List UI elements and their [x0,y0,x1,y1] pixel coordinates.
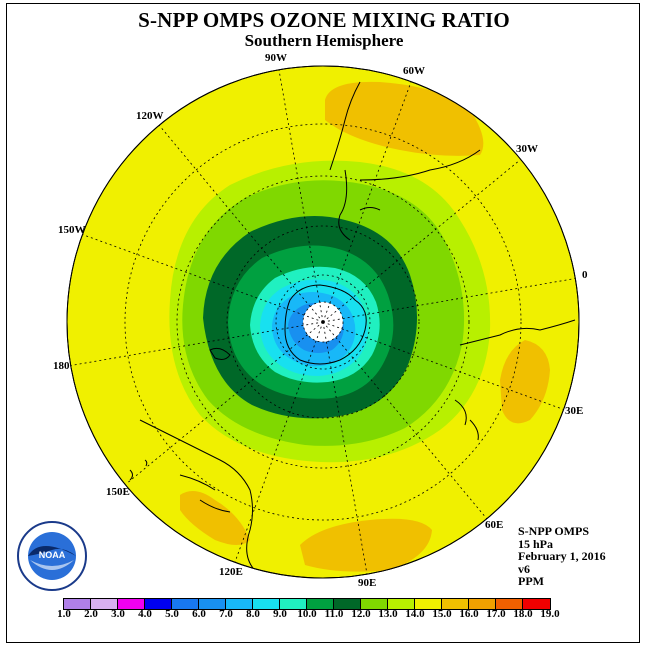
coastlines [129,81,576,576]
lon-label-30w: 30W [516,143,538,155]
colorbar-cell [172,599,199,609]
lon-label-90w: 90W [265,52,287,64]
ozone-zone-high-2 [500,340,550,424]
lon-label-0: 0 [582,269,588,281]
colorbar-label: 2.0 [84,608,98,620]
colorbar-cell [388,599,415,609]
colorbar-label: 16.0 [459,608,479,620]
colorbar-cell [523,599,550,609]
colorbar-label: 10.0 [297,608,317,620]
colorbar-cell [361,599,388,609]
colorbar [63,598,551,610]
colorbar-label: 15.0 [432,608,452,620]
lon-label-150w: 150W [58,224,86,236]
info-pressure: 15 hPa [518,536,554,551]
colorbar-cell [280,599,307,609]
colorbar-label: 11.0 [324,608,344,620]
lon-label-60w: 60W [403,65,425,77]
figure-frame [6,3,640,643]
colorbar-label: 19.0 [540,608,560,620]
colorbar-cell [334,599,361,609]
lon-label-120e: 120E [219,566,243,578]
lon-label-120w: 120W [136,110,164,122]
colorbar-label: 18.0 [513,608,533,620]
colorbar-label: 1.0 [57,608,71,620]
colorbar-cell [199,599,226,609]
lon-label-180: 180 [53,360,70,372]
colorbar-label: 6.0 [192,608,206,620]
colorbar-label: 12.0 [351,608,371,620]
longitude-labels: 90W 60W 30W 0 30E 60E 90E 120E 150E 180 … [53,52,588,589]
lon-label-90e: 90E [358,577,376,589]
ozone-zone-high-1 [325,81,484,156]
meridian-grid [67,69,579,575]
colorbar-cell [91,599,118,609]
page-subtitle: Southern Hemisphere [244,31,404,50]
info-units: PPM [518,574,544,588]
info-instrument: S-NPP OMPS [518,524,589,538]
ozone-zone-high-4 [180,491,250,545]
colorbar-cell [442,599,469,609]
colorbar-label: 17.0 [486,608,506,620]
colorbar-cell [415,599,442,609]
colorbar-cell [145,599,172,609]
colorbar-label: 13.0 [378,608,398,620]
lon-label-150e: 150E [106,486,130,498]
page-title: S-NPP OMPS OZONE MIXING RATIO [138,8,510,32]
colorbar-label: 3.0 [111,608,125,620]
colorbar-label: 4.0 [138,608,152,620]
info-block: S-NPP OMPS 15 hPa February 1, 2016 v6 PP… [518,525,606,588]
latitude-grid [124,123,522,521]
lon-label-30e: 30E [565,405,583,417]
colorbar-label: 7.0 [219,608,233,620]
colorbar-cell [118,599,145,609]
colorbar-cell [307,599,334,609]
ozone-zone-high-3 [300,518,432,572]
colorbar-label: 14.0 [405,608,425,620]
colorbar-cell [469,599,496,609]
colorbar-labels: 1.0 2.0 3.0 4.0 5.0 6.0 7.0 8.0 9.0 10.0 11.0 12.0 1… [0,608,648,622]
colorbar-cell [496,599,523,609]
info-version: v6 [518,561,530,576]
colorbar-cell [253,599,280,609]
colorbar-label: 9.0 [273,608,287,620]
logo-text: NOAA [39,550,66,560]
colorbar-cell [64,599,91,609]
noaa-logo-icon: NOAA [17,521,87,591]
lon-label-60e: 60E [485,519,503,531]
colorbar-cell [226,599,253,609]
colorbar-label: 5.0 [165,608,179,620]
colorbar-label: 8.0 [246,608,260,620]
info-date: February 1, 2016 [518,549,606,563]
